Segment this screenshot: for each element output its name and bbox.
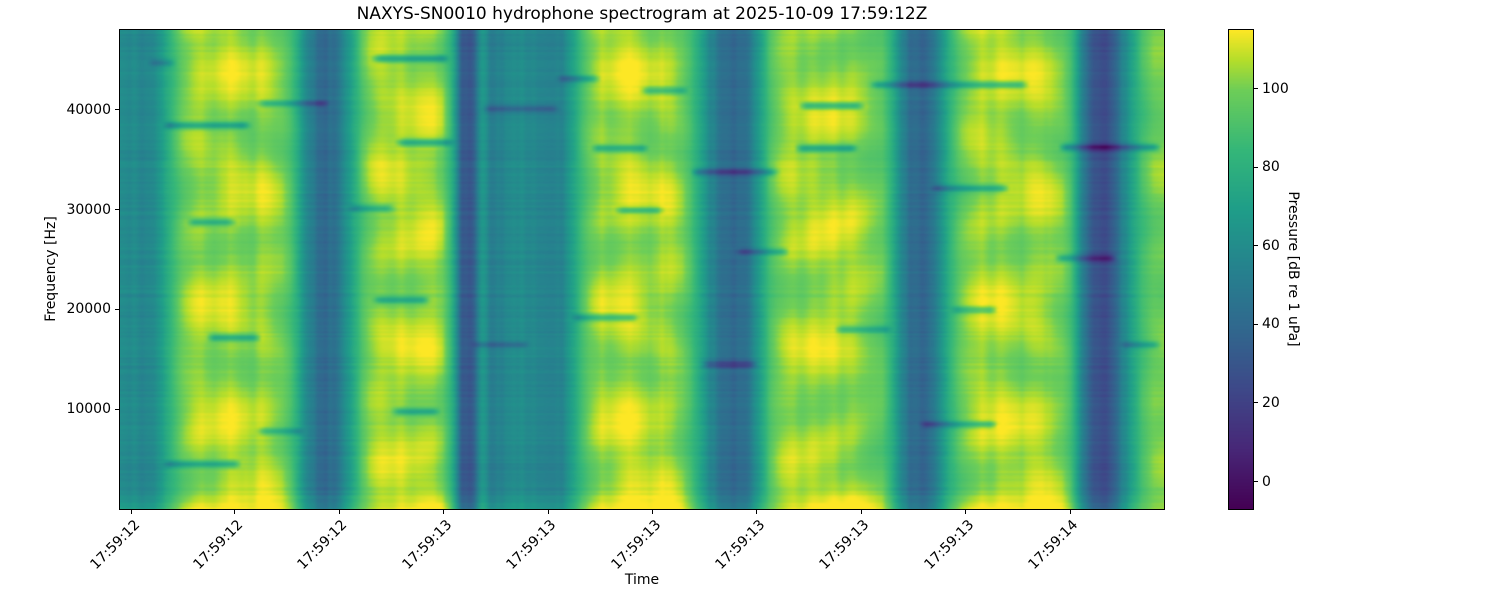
x-tick-mark xyxy=(651,510,653,514)
y-tick-label: 40000 xyxy=(66,101,111,118)
x-tick-label-text: 17:59:13 xyxy=(712,517,769,573)
y-tick-mark xyxy=(115,109,119,111)
x-tick-label-text: 17:59:13 xyxy=(607,517,664,573)
colorbar-tick-label: 100 xyxy=(1262,80,1289,97)
y-tick-label: 20000 xyxy=(66,301,111,318)
colorbar-tick-mark xyxy=(1254,481,1258,483)
colorbar-tick-mark xyxy=(1254,402,1258,404)
x-tick-label-text: 17:59:13 xyxy=(503,517,560,573)
x-tick-mark xyxy=(234,510,236,514)
x-tick-label-text: 17:59:14 xyxy=(1025,517,1082,573)
colorbar-tick-label: 20 xyxy=(1262,394,1280,411)
x-tick-mark xyxy=(1069,510,1071,514)
colorbar-tick-mark xyxy=(1254,166,1258,168)
x-tick-mark xyxy=(443,510,445,514)
x-tick-mark xyxy=(547,510,549,514)
colorbar-gradient xyxy=(1229,30,1253,509)
x-tick-mark xyxy=(756,510,758,514)
y-tick-mark xyxy=(115,408,119,410)
x-tick-mark xyxy=(965,510,967,514)
colorbar-tick-label: 80 xyxy=(1262,159,1280,176)
y-tick-label: 30000 xyxy=(66,201,111,218)
y-tick-mark xyxy=(115,209,119,211)
colorbar xyxy=(1228,29,1254,510)
x-tick-label-text: 17:59:12 xyxy=(190,517,247,573)
x-axis-label: Time xyxy=(624,572,660,588)
colorbar-tick-mark xyxy=(1254,323,1258,325)
plot-area xyxy=(119,29,1165,510)
colorbar-tick-mark xyxy=(1254,245,1258,247)
x-tick-label-text: 17:59:12 xyxy=(86,517,143,573)
y-axis-label: Frequency [Hz] xyxy=(43,216,59,322)
x-tick-label-text: 17:59:13 xyxy=(399,517,455,573)
x-tick-label-text: 17:59:13 xyxy=(921,517,977,573)
x-tick-label-text: 17:59:13 xyxy=(816,517,873,573)
x-tick-mark xyxy=(860,510,862,514)
y-tick-label: 10000 xyxy=(66,401,111,418)
colorbar-tick-label: 60 xyxy=(1262,237,1280,254)
y-tick-mark xyxy=(115,308,119,310)
colorbar-tick-label: 0 xyxy=(1262,473,1271,490)
spectrogram-heatmap xyxy=(120,30,1164,509)
colorbar-tick-mark xyxy=(1254,88,1258,90)
x-tick-label-text: 17:59:12 xyxy=(294,517,351,573)
x-tick-mark xyxy=(130,510,132,514)
chart-title: NAXYS-SN0010 hydrophone spectrogram at 2… xyxy=(356,4,928,24)
x-tick-mark xyxy=(338,510,340,514)
colorbar-tick-label: 40 xyxy=(1262,316,1280,333)
colorbar-label: Pressure [dB re 1 uPa] xyxy=(1285,191,1301,347)
